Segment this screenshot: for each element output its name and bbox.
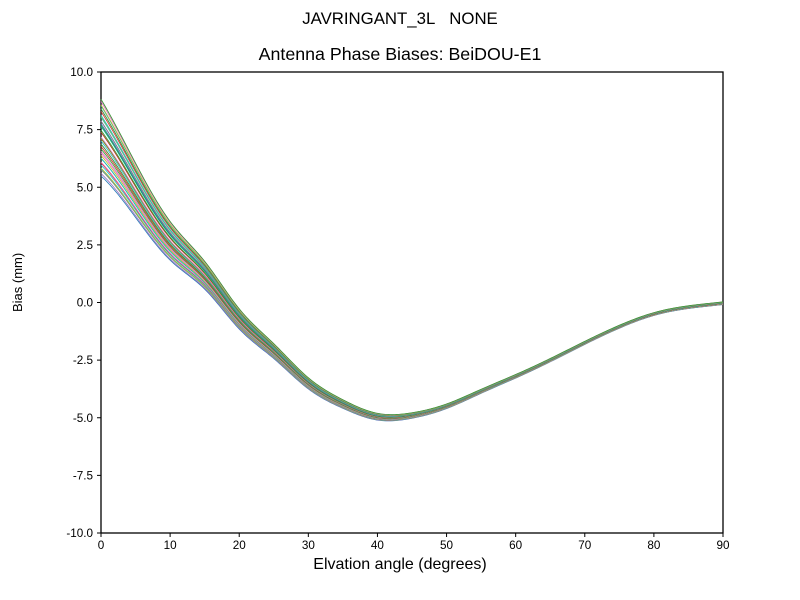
svg-text:70: 70 — [578, 539, 592, 552]
svg-text:5.0: 5.0 — [77, 181, 94, 194]
svg-text:7.5: 7.5 — [77, 124, 94, 137]
svg-text:80: 80 — [647, 539, 661, 552]
svg-text:0: 0 — [98, 539, 105, 552]
svg-text:2.5: 2.5 — [77, 239, 94, 252]
svg-text:60: 60 — [509, 539, 523, 552]
svg-text:-2.5: -2.5 — [73, 354, 94, 367]
svg-text:-7.5: -7.5 — [73, 469, 94, 482]
svg-text:50: 50 — [440, 539, 454, 552]
svg-text:10: 10 — [164, 539, 178, 552]
svg-text:10.0: 10.0 — [70, 66, 93, 79]
svg-text:90: 90 — [716, 539, 730, 552]
svg-text:-5.0: -5.0 — [73, 412, 94, 425]
svg-text:30: 30 — [302, 539, 316, 552]
svg-text:-10.0: -10.0 — [66, 527, 93, 540]
svg-text:0.0: 0.0 — [77, 297, 94, 310]
svg-text:20: 20 — [233, 539, 247, 552]
svg-text:40: 40 — [371, 539, 385, 552]
